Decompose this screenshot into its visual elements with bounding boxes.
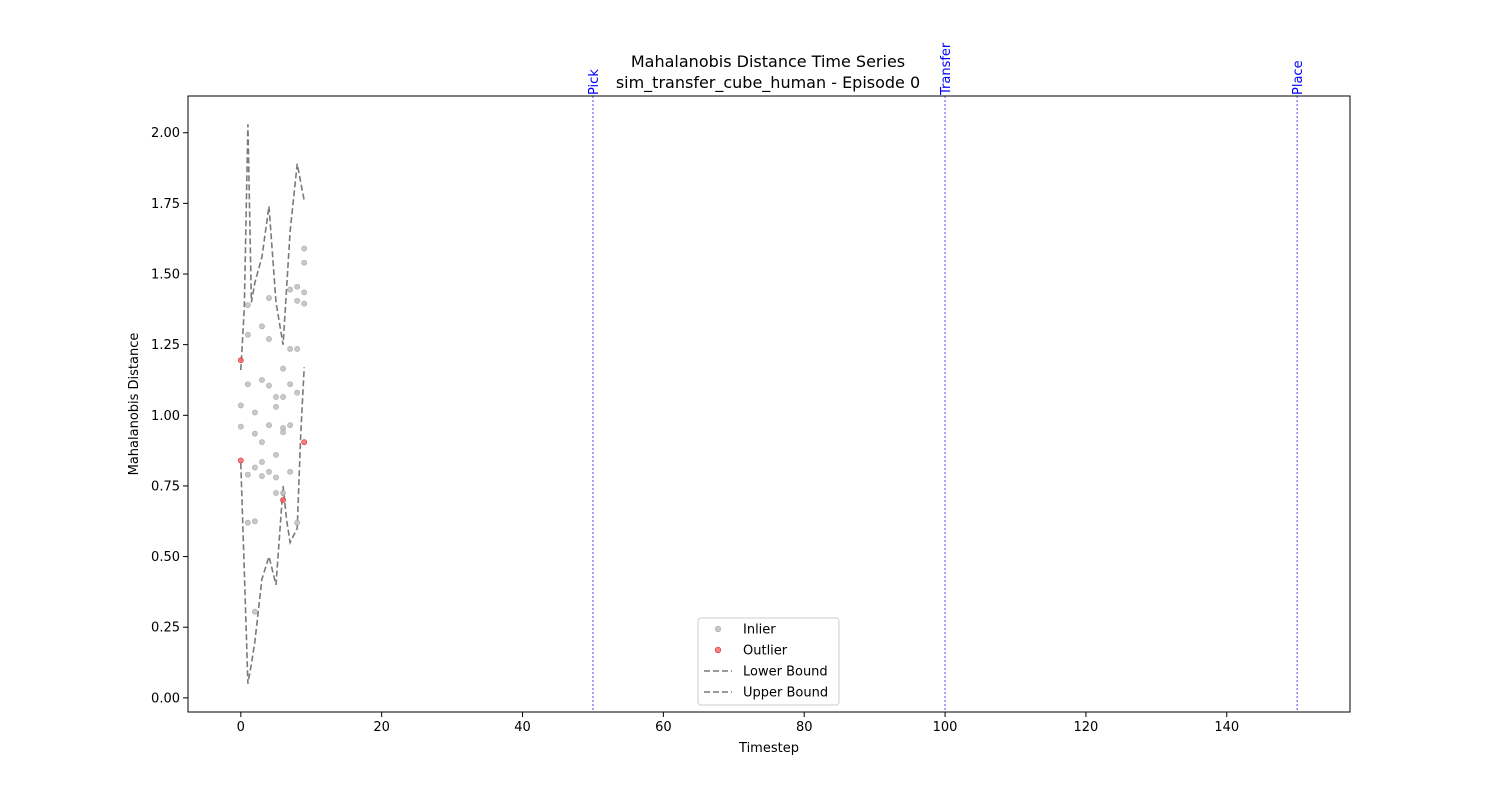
inlier-point bbox=[259, 459, 265, 465]
y-axis-label: Mahalanobis Distance bbox=[127, 333, 142, 476]
y-tick-label: 0.75 bbox=[151, 479, 180, 494]
inlier-point bbox=[237, 423, 244, 430]
chart-title-group: Mahalanobis Distance Time Series sim_tra… bbox=[616, 52, 920, 93]
chart-subtitle: sim_transfer_cube_human - Episode 0 bbox=[616, 73, 920, 93]
inlier-point bbox=[287, 345, 294, 352]
x-tick-label: 40 bbox=[514, 720, 531, 735]
y-tick-label: 0.00 bbox=[151, 691, 180, 706]
x-tick-label: 60 bbox=[655, 720, 672, 735]
y-tick-label: 0.50 bbox=[151, 550, 180, 565]
inlier-point bbox=[301, 245, 308, 252]
inlier-point bbox=[294, 283, 301, 290]
inlier-point bbox=[252, 518, 258, 525]
inlier-point bbox=[244, 331, 251, 338]
inlier-point bbox=[294, 519, 301, 526]
inlier-point bbox=[244, 519, 251, 526]
phase-label: Transfer bbox=[939, 42, 954, 96]
inlier-point bbox=[273, 403, 279, 410]
inlier-point bbox=[244, 381, 251, 388]
y-tick-label: 1.75 bbox=[151, 197, 180, 212]
inlier-point bbox=[266, 422, 272, 429]
legend-outlier-label: Outlier bbox=[743, 644, 788, 659]
inlier-point bbox=[294, 297, 301, 304]
outlier-point bbox=[301, 439, 308, 446]
inlier-point bbox=[273, 490, 279, 496]
y-tick-label: 1.25 bbox=[151, 338, 180, 353]
inlier-point bbox=[287, 381, 294, 388]
x-axis-ticks: 0 20 40 60 80 100 120 140 bbox=[237, 712, 1239, 735]
x-tick-label: 80 bbox=[796, 720, 813, 735]
inlier-point bbox=[273, 451, 279, 458]
inlier-point bbox=[273, 474, 279, 481]
inlier-point bbox=[259, 473, 265, 479]
y-tick-label: 1.50 bbox=[151, 268, 180, 283]
inlier-point bbox=[287, 286, 294, 293]
inlier-point bbox=[259, 377, 265, 383]
inlier-point bbox=[252, 430, 258, 437]
legend-outlier-marker bbox=[714, 646, 722, 654]
inlier-point bbox=[301, 300, 308, 307]
legend-upper-label: Upper Bound bbox=[743, 686, 828, 701]
outlier-point bbox=[237, 357, 244, 364]
upper-bound-line bbox=[240, 124, 305, 371]
inlier-point bbox=[266, 295, 272, 301]
inlier-point bbox=[287, 468, 294, 475]
inlier-point bbox=[244, 471, 251, 478]
inlier-point bbox=[252, 409, 258, 416]
inlier-point bbox=[273, 394, 279, 400]
inlier-point bbox=[252, 608, 258, 615]
x-tick-label: 120 bbox=[1073, 720, 1098, 735]
inlier-point bbox=[294, 345, 301, 352]
legend-box bbox=[697, 617, 840, 706]
inlier-point bbox=[280, 429, 286, 436]
inlier-point bbox=[280, 394, 286, 400]
y-tick-label: 2.00 bbox=[151, 126, 180, 141]
inlier-point bbox=[266, 336, 272, 342]
inlier-point bbox=[280, 365, 286, 372]
legend-lower-label: Lower Bound bbox=[743, 665, 828, 680]
outlier-point bbox=[280, 497, 286, 503]
plot-frame bbox=[187, 95, 1351, 713]
x-axis-label: Timestep bbox=[738, 741, 799, 756]
legend: Inlier Outlier Lower Bound Upper Bound bbox=[697, 617, 840, 706]
inlier-point bbox=[259, 439, 265, 446]
inlier-point bbox=[301, 289, 308, 296]
inlier-point bbox=[252, 464, 258, 471]
x-tick-label: 0 bbox=[237, 720, 245, 735]
x-tick-label: 100 bbox=[933, 720, 958, 735]
legend-inlier-marker bbox=[714, 625, 722, 633]
x-tick-label: 20 bbox=[373, 720, 390, 735]
inlier-point bbox=[301, 259, 308, 266]
inlier-point bbox=[287, 422, 294, 429]
inlier-point bbox=[237, 402, 244, 409]
inlier-point bbox=[244, 302, 251, 309]
inlier-point bbox=[259, 323, 265, 330]
inlier-point bbox=[294, 389, 301, 396]
outlier-point bbox=[237, 457, 244, 464]
inlier-point bbox=[266, 382, 272, 389]
points bbox=[237, 245, 308, 615]
phase-label: Pick bbox=[587, 69, 602, 95]
inlier-point bbox=[266, 468, 272, 475]
phase-label: Place bbox=[1291, 60, 1306, 95]
x-tick-label: 140 bbox=[1214, 720, 1239, 735]
chart-title: Mahalanobis Distance Time Series bbox=[631, 52, 905, 71]
bounds bbox=[240, 124, 305, 684]
inlier-point bbox=[280, 490, 286, 496]
lower-bound-line bbox=[240, 367, 305, 684]
y-tick-label: 0.25 bbox=[151, 621, 180, 636]
y-tick-label: 1.00 bbox=[151, 409, 180, 424]
legend-inlier-label: Inlier bbox=[743, 623, 776, 638]
y-axis-ticks: 0.00 0.25 0.50 0.75 1.00 1.25 1.50 1.75 2.00 bbox=[151, 126, 188, 706]
phase-lines: Pick Transfer Place bbox=[587, 42, 1306, 712]
